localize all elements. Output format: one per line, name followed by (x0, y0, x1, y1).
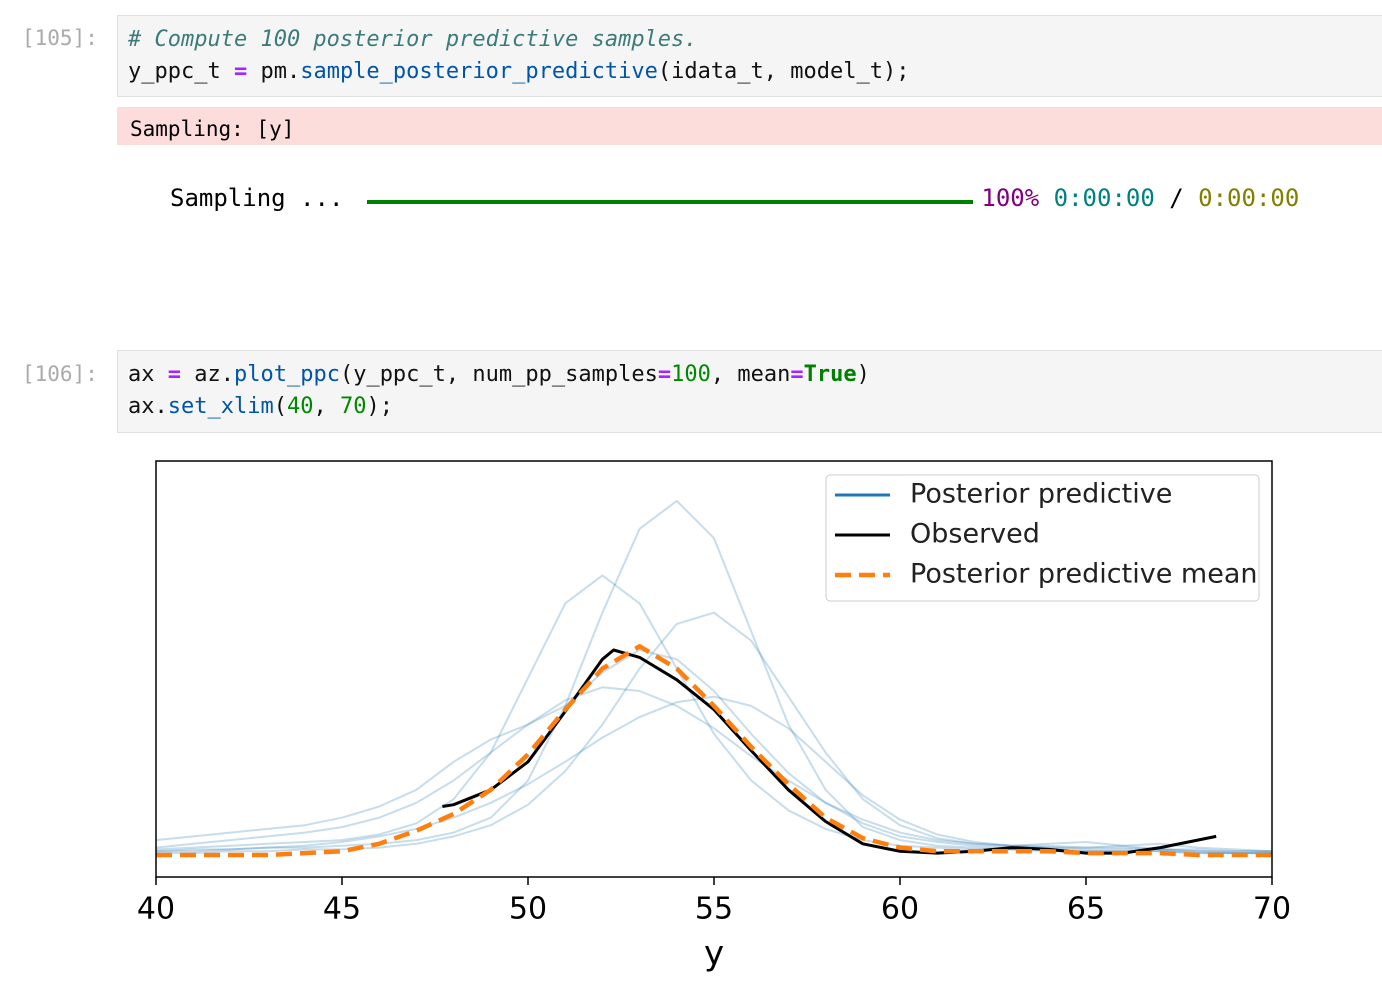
code-line: ax.set_xlim(40, 70); (128, 391, 1372, 423)
code-token: ax (128, 362, 168, 387)
code-token: az. (181, 362, 234, 387)
ppc-sample-line (156, 574, 1272, 855)
x-tick-label: 50 (509, 892, 547, 927)
ppc-sample-line (156, 649, 1272, 853)
code-token: ( (273, 394, 287, 419)
code-token: 70 (339, 394, 367, 419)
code-token: = (167, 362, 181, 387)
code-token: 100 (671, 362, 711, 387)
code-token: (idata_t, model_t); (657, 59, 910, 84)
code-token: , mean (710, 362, 791, 387)
code-token: sample_posterior_predictive (300, 59, 658, 84)
mean-line (156, 644, 1272, 858)
progress-label: Sampling ... (170, 184, 344, 212)
code-token: ax. (128, 394, 168, 419)
code-token: pm. (247, 59, 301, 84)
code-token: ) (856, 362, 870, 387)
progress-text: Sampling ... 100% 0:00:00 / 0:00:00 (170, 184, 1299, 212)
code-token: y_ppc_t (128, 59, 234, 84)
x-tick-label: 40 (137, 892, 175, 927)
ppc-sample-line (156, 695, 1272, 853)
code-token: ); (366, 394, 393, 419)
code-token: , (313, 394, 340, 419)
code-line: y_ppc_t = pm.sample_posterior_predictive… (128, 56, 1372, 88)
cell-prompt: [105]: (22, 26, 98, 50)
ppc-sample-line (156, 499, 1272, 855)
progress-elapsed: 0:00:00 (1053, 184, 1155, 212)
progress-bar (367, 200, 973, 204)
legend-label: Observed (910, 519, 1040, 550)
chart: y 40 45 50 55 60 65 70 Posterior predictive Obse… (137, 460, 1291, 974)
code-token: # Compute 100 posterior predictive sampl… (128, 27, 698, 52)
ppc-sample-line (156, 686, 1272, 853)
x-tick-label: 45 (323, 892, 361, 927)
code-line: # Compute 100 posterior predictive sampl… (128, 24, 1372, 56)
code-token: plot_ppc (233, 362, 340, 387)
code-token: = (233, 59, 248, 84)
progress-remaining: 0:00:00 (1198, 184, 1300, 212)
x-axis-label: y (704, 934, 724, 974)
progress-percent: 100% (981, 184, 1040, 212)
code-cell[interactable]: ax = az.plot_ppc(y_ppc_t, num_pp_samples… (117, 350, 1382, 433)
code-token: = (657, 362, 672, 387)
code-token: 40 (286, 394, 314, 419)
legend-frame (825, 474, 1260, 602)
legend: Posterior predictive Observed Posterior pr… (825, 474, 1260, 602)
code-token: = (790, 362, 804, 387)
code-line: ax = az.plot_ppc(y_ppc_t, num_pp_samples… (128, 359, 1372, 391)
cell-prompt: [106]: (22, 362, 98, 386)
observed-line (442, 648, 1217, 855)
x-tick-label: 70 (1253, 892, 1291, 927)
legend-label: Posterior predictive mean (910, 559, 1257, 590)
progress-separator: / (1169, 184, 1184, 212)
ppc-sample-line (156, 611, 1272, 855)
code-token: set_xlim (167, 394, 274, 419)
x-tick-label: 65 (1067, 892, 1105, 927)
code-token: True (803, 362, 857, 387)
x-tick-label: 60 (881, 892, 919, 927)
x-tick-label: 55 (695, 892, 733, 927)
stderr-output: Sampling: [y] (117, 107, 1382, 145)
legend-label: Posterior predictive (910, 479, 1172, 510)
code-cell[interactable]: # Compute 100 posterior predictive sampl… (117, 15, 1382, 97)
code-token: (y_ppc_t, num_pp_samples (339, 362, 658, 387)
